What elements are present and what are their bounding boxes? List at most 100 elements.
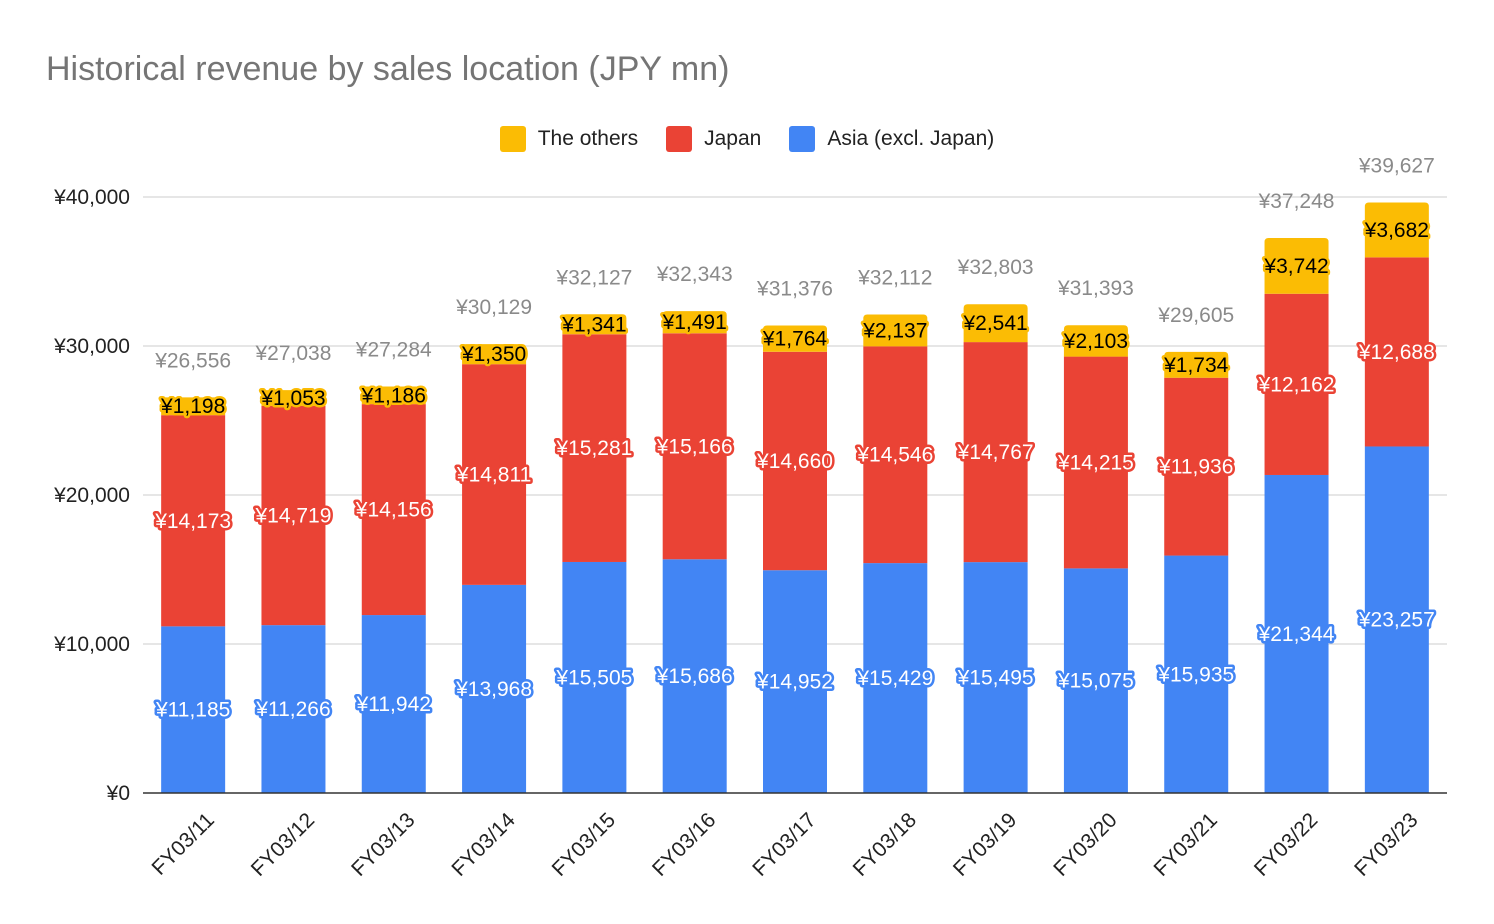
bar-segment [1164, 377, 1229, 556]
data-label: ¥1,341 [561, 313, 626, 336]
bar-segment [1063, 356, 1128, 569]
data-label: ¥15,281 [555, 437, 632, 460]
bar-segment [1364, 446, 1429, 793]
x-tick-label: FY03/21 [1150, 808, 1222, 880]
bar-segment [361, 386, 426, 405]
data-label: ¥14,660 [756, 450, 833, 473]
x-tick-label: FY03/12 [247, 808, 319, 880]
x-tick-label: FY03/11 [148, 808, 219, 879]
data-label: ¥1,198 [160, 395, 225, 418]
y-tick-label: ¥40,000 [53, 186, 130, 209]
total-label: ¥26,556 [154, 349, 231, 372]
data-label: ¥1,186 [361, 384, 426, 407]
bar-segment [462, 584, 527, 793]
data-label: ¥1,734 [1163, 354, 1229, 377]
legend-item-asia[interactable]: Asia (excl. Japan) [789, 126, 994, 152]
bar-segment [662, 311, 727, 334]
data-label: ¥12,162 [1258, 373, 1335, 396]
data-label: ¥23,257 [1358, 609, 1435, 632]
data-label: ¥1,491 [662, 311, 727, 334]
bar-segment [1364, 257, 1429, 447]
chart-legend: The others Japan Asia (excl. Japan) [0, 124, 1494, 154]
data-label: ¥12,688 [1358, 341, 1435, 364]
total-label: ¥39,627 [1358, 155, 1435, 178]
bar-segment [863, 563, 928, 793]
bar-segment [963, 342, 1028, 563]
x-tick-label: FY03/19 [949, 808, 1021, 880]
bar-segment [1063, 568, 1128, 793]
data-label: ¥14,811 [456, 464, 531, 487]
total-label: ¥32,803 [957, 256, 1034, 279]
y-tick-label: ¥10,000 [53, 633, 130, 656]
bar-segment [863, 314, 928, 347]
data-label: ¥14,719 [255, 504, 332, 527]
data-label: ¥11,942 [356, 693, 431, 716]
x-tick-label: FY03/22 [1250, 808, 1322, 880]
total-label: ¥27,038 [255, 342, 332, 365]
data-label: ¥14,952 [756, 671, 833, 694]
bar-segment [763, 325, 827, 352]
x-tick-label: FY03/18 [849, 808, 921, 880]
bar-segment [161, 626, 226, 793]
data-label: ¥14,767 [957, 441, 1034, 464]
total-label: ¥27,284 [355, 338, 432, 361]
bar-segment [1264, 293, 1329, 475]
legend-item-japan[interactable]: Japan [666, 126, 761, 152]
data-label: ¥15,429 [856, 667, 933, 690]
data-label: ¥15,935 [1157, 663, 1234, 686]
bar-segment [863, 346, 928, 564]
bar-segment [161, 397, 226, 416]
legend-label-the-others: The others [537, 127, 639, 150]
bar-segment [261, 390, 326, 406]
total-label: ¥31,376 [756, 277, 833, 300]
bar-segment [462, 344, 527, 365]
y-tick-label: ¥20,000 [53, 484, 130, 507]
x-tick-label: FY03/14 [447, 808, 520, 881]
bar-segment [361, 615, 426, 793]
data-label: ¥2,541 [962, 312, 1027, 335]
data-label: ¥14,546 [856, 444, 933, 467]
bar-segment [963, 304, 1028, 343]
bar-segment [562, 334, 627, 562]
x-tick-label: FY03/15 [548, 808, 620, 880]
data-label: ¥13,968 [455, 678, 532, 701]
bar-segment [361, 404, 426, 616]
total-label: ¥30,129 [455, 296, 532, 319]
bar-segment [763, 351, 827, 571]
x-tick-label: FY03/16 [648, 808, 720, 880]
total-label: ¥37,248 [1258, 190, 1335, 213]
chart-title: Historical revenue by sales location (JP… [46, 50, 730, 88]
data-label: ¥15,495 [957, 667, 1034, 690]
bar-segment [763, 570, 827, 793]
data-label: ¥3,682 [1364, 219, 1429, 242]
bar-segment [1364, 202, 1429, 258]
bar-segment [1063, 325, 1128, 357]
bar-segment [562, 314, 627, 335]
bar-segment [1164, 555, 1229, 793]
data-label: ¥14,173 [154, 510, 231, 533]
data-label: ¥15,505 [555, 666, 632, 689]
data-label: ¥1,350 [461, 343, 526, 366]
legend-label-japan: Japan [704, 127, 762, 150]
legend-swatch-asia [789, 126, 816, 152]
legend-item-the-others[interactable]: The others [499, 126, 639, 152]
total-label: ¥32,127 [555, 266, 632, 289]
bar-segment [161, 415, 226, 627]
bar-segment [1264, 238, 1329, 294]
bar-segment [963, 562, 1028, 793]
total-label: ¥32,343 [656, 263, 733, 286]
total-label: ¥32,112 [857, 267, 932, 290]
bar-segment [261, 625, 326, 793]
bar-segment [462, 364, 527, 585]
bar-segment [662, 333, 727, 560]
total-label: ¥31,393 [1057, 277, 1134, 300]
x-tick-label: FY03/20 [1049, 808, 1121, 880]
bar-segment [261, 405, 326, 626]
data-label: ¥21,344 [1258, 623, 1335, 646]
data-label: ¥2,137 [862, 319, 927, 342]
total-label: ¥29,605 [1157, 304, 1234, 327]
data-label: ¥14,215 [1057, 451, 1134, 474]
data-label: ¥11,936 [1158, 456, 1233, 479]
data-label: ¥2,103 [1063, 330, 1128, 353]
